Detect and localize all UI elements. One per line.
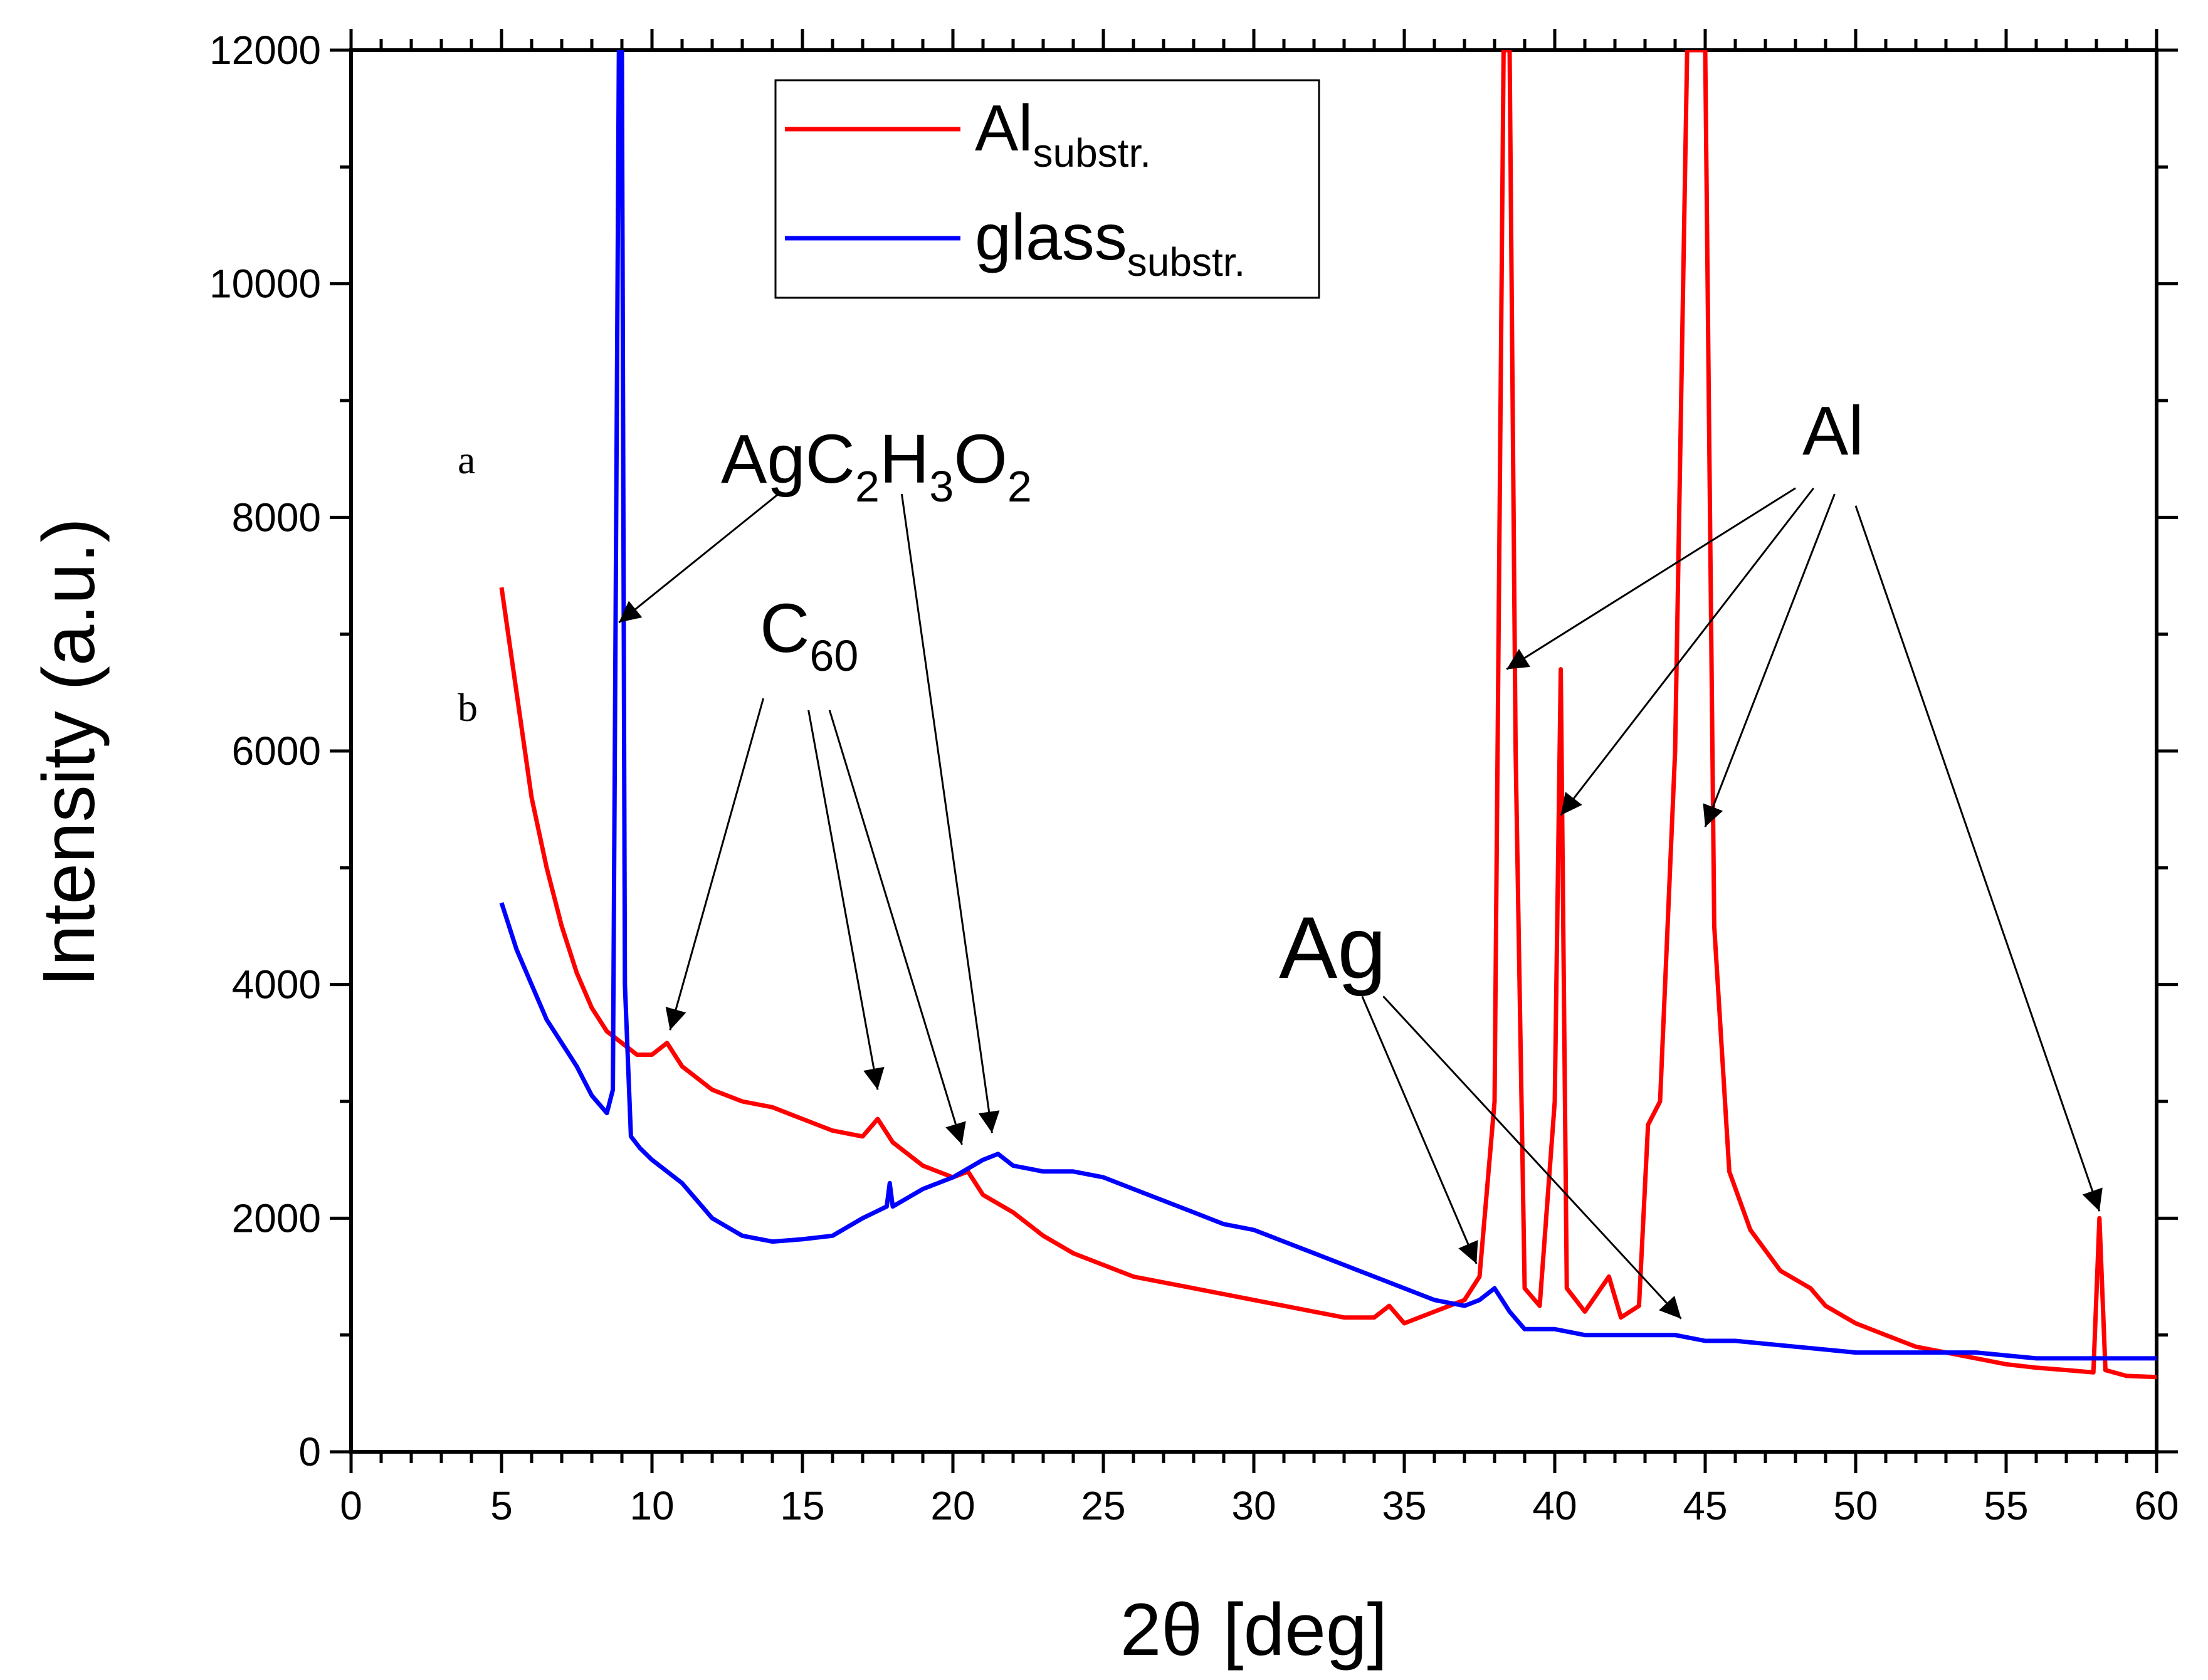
legend-box <box>774 79 1320 299</box>
x-tick-label: 30 <box>1231 1483 1276 1528</box>
legend-label-al: Alsubstr. <box>975 92 1151 176</box>
curve-label-a: a <box>458 438 475 482</box>
x-tick-label: 25 <box>1081 1483 1125 1528</box>
x-tick-label: 60 <box>2134 1483 2179 1528</box>
y-tick-label: 2000 <box>232 1195 321 1241</box>
x-tick-label: 40 <box>1532 1483 1577 1528</box>
annotation-c60: C60 <box>760 590 858 680</box>
annotation-al: Al <box>1802 392 1864 470</box>
y-tick-label: 4000 <box>232 962 321 1007</box>
axis-tick-labels: 0 5 10 15 20 25 30 35 40 45 50 55 60 0 2000 4000 6000 800… <box>209 28 2179 1528</box>
annotation-arrow <box>828 710 966 1145</box>
x-tick-label: 45 <box>1683 1483 1727 1528</box>
annotation-arrow <box>1560 487 1814 816</box>
x-axis-title: 2θ [deg] <box>1120 1588 1387 1671</box>
annotation-arrow <box>1382 995 1682 1320</box>
axis-ticks <box>330 29 2178 1473</box>
x-tick-label: 5 <box>490 1483 513 1528</box>
x-tick-label: 15 <box>780 1483 824 1528</box>
annotation-arrow <box>665 698 765 1031</box>
annotation-arrow <box>900 493 1000 1133</box>
y-tick-label: 8000 <box>232 495 321 540</box>
annotation-arrow <box>807 710 885 1090</box>
series-layer <box>499 50 2157 1380</box>
annotation-acetate: AgC2H3O2 <box>721 421 1032 511</box>
annotation-arrow <box>1361 995 1478 1264</box>
series-line-1 <box>499 50 2157 1361</box>
annotation-arrow <box>1703 493 1836 827</box>
y-tick-label: 6000 <box>232 728 321 774</box>
annotation-arrow <box>1506 487 1796 670</box>
annotation-arrow <box>1854 505 2103 1212</box>
series-line-0 <box>499 50 2157 1380</box>
y-axis-title: Intensity (a.u.) <box>28 518 110 987</box>
legend-label-glass: glasssubstr. <box>975 201 1245 285</box>
legend: Alsubstr. glasssubstr. <box>774 79 1320 299</box>
curve-label-b: b <box>458 685 478 730</box>
y-tick-label: 0 <box>298 1429 321 1474</box>
annotation-arrow <box>618 493 779 624</box>
x-tick-label: 0 <box>340 1483 362 1528</box>
x-tick-label: 50 <box>1833 1483 1878 1528</box>
y-tick-label: 10000 <box>209 261 321 307</box>
x-tick-label: 20 <box>930 1483 975 1528</box>
annotation-arrows <box>618 487 2103 1320</box>
annotation-ag: Ag <box>1279 898 1386 997</box>
x-tick-label: 55 <box>1984 1483 2028 1528</box>
x-tick-label: 10 <box>629 1483 674 1528</box>
x-tick-label: 35 <box>1382 1483 1426 1528</box>
y-tick-label: 12000 <box>209 28 321 73</box>
